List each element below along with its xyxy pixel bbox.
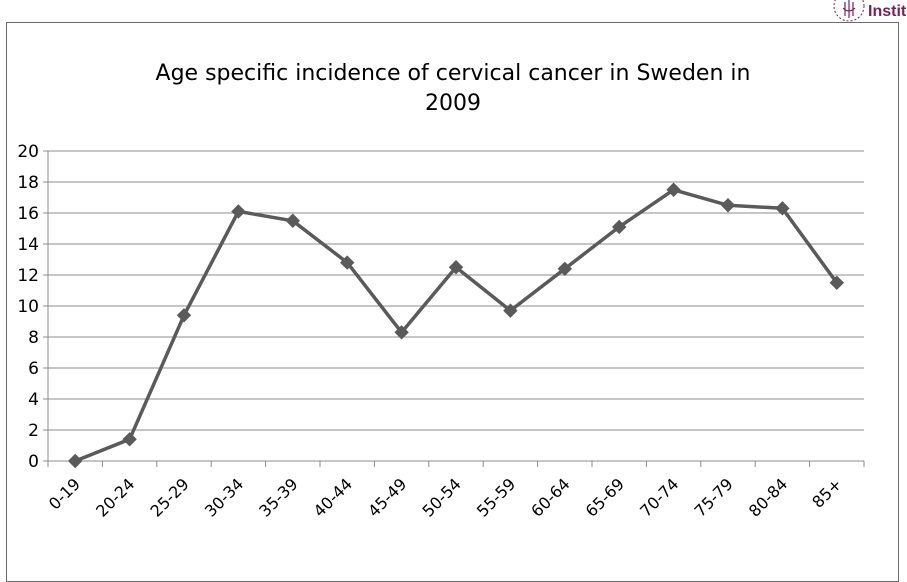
data-point-60-64	[557, 261, 573, 277]
data-point-50-54	[448, 260, 464, 275]
data-point-55-59	[503, 303, 518, 318]
data-point-85+	[829, 275, 845, 290]
chart-title-line-2: 2009	[425, 91, 481, 116]
x-tick-label: 60-64	[527, 474, 573, 520]
x-tick-label: 50-54	[419, 474, 465, 520]
x-tick-label: 80-84	[745, 474, 791, 520]
data-point-20-24	[122, 432, 137, 447]
institute-logo: Institute	[832, 0, 907, 24]
data-point-75-79	[720, 198, 736, 213]
data-point-0-19	[67, 453, 83, 469]
data-point-70-74	[666, 182, 681, 197]
series-line	[74, 188, 839, 463]
data-point-30-34	[231, 204, 246, 219]
data-point-45-49	[394, 325, 409, 340]
line-chart: Age specific incidence of cervical cance…	[17, 61, 865, 521]
data-point-80-84	[775, 201, 790, 216]
x-tick-label: 0-19	[45, 474, 84, 513]
y-tick-label: 10	[17, 297, 39, 317]
seal-icon	[833, 0, 865, 22]
x-tick-label: 70-74	[636, 474, 682, 520]
data-point-25-29	[176, 308, 192, 323]
chart-title-line-1: Age specific incidence of cervical cance…	[156, 61, 751, 86]
x-tick-label: 85+	[808, 474, 845, 511]
data-point-40-44	[339, 255, 355, 270]
x-tick-label: 40-44	[310, 474, 356, 520]
y-tick-label: 20	[17, 142, 39, 162]
x-tick-label: 30-34	[201, 474, 247, 520]
x-tick-label: 35-39	[255, 474, 301, 520]
x-tick-label: 75-79	[691, 474, 737, 520]
y-tick-label: 18	[17, 173, 39, 193]
logo-text: Institute	[868, 3, 907, 20]
chart-frame: Age specific incidence of cervical cance…	[6, 22, 899, 582]
x-tick-label: 20-24	[92, 474, 138, 520]
x-tick-label: 55-59	[473, 474, 519, 520]
y-tick-label: 12	[17, 266, 39, 286]
y-tick-label: 16	[17, 204, 39, 224]
y-tick-label: 6	[28, 359, 39, 379]
y-tick-label: 0	[28, 452, 39, 472]
x-tick-label: 45-49	[364, 474, 410, 520]
y-tick-label: 4	[28, 390, 39, 410]
data-point-65-69	[611, 219, 627, 235]
y-tick-label: 14	[17, 235, 39, 255]
data-point-35-39	[285, 213, 301, 228]
x-tick-label: 65-69	[582, 474, 628, 520]
x-tick-label: 25-29	[147, 474, 193, 520]
y-tick-label: 8	[28, 328, 39, 348]
y-tick-label: 2	[28, 421, 39, 441]
